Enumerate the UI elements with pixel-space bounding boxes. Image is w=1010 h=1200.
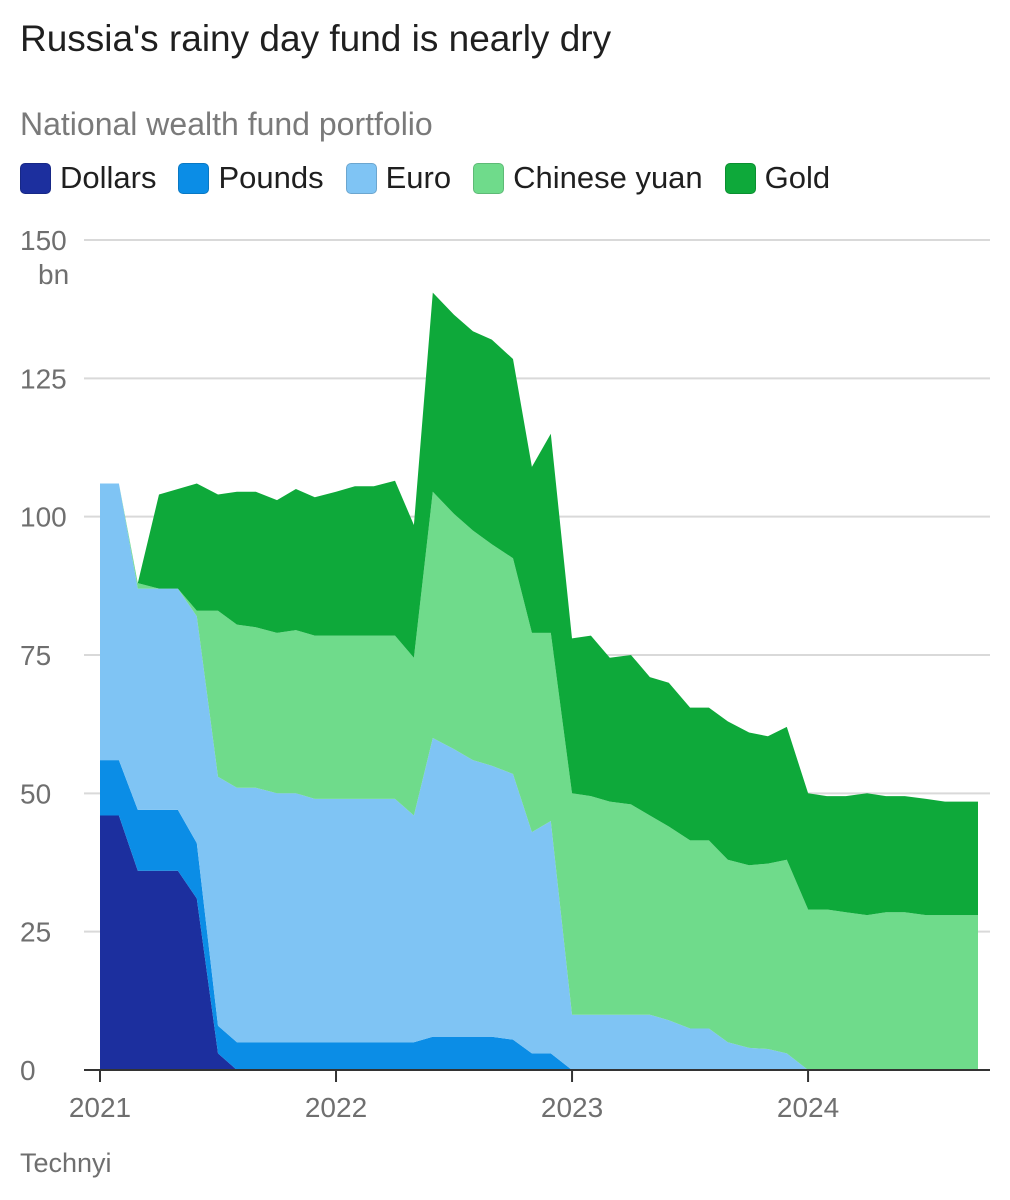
y-tick-label: 0 bbox=[20, 1055, 36, 1086]
legend: Dollars Pounds Euro Chinese yuan Gold bbox=[20, 160, 852, 196]
y-tick-label: 100 bbox=[20, 502, 67, 533]
area-series bbox=[100, 292, 978, 1070]
chart-title: Russia's rainy day fund is nearly dry bbox=[20, 18, 612, 59]
chart-subtitle: National wealth fund portfolio bbox=[20, 106, 433, 142]
legend-item-euro: Euro bbox=[345, 160, 452, 196]
legend-swatch-chinese-yuan bbox=[473, 162, 505, 194]
y-tick-label: 125 bbox=[20, 363, 67, 394]
legend-item-chinese-yuan: Chinese yuan bbox=[473, 160, 703, 196]
x-tick-label: 2024 bbox=[777, 1092, 839, 1123]
area-chinese-yuan bbox=[100, 483, 978, 1070]
legend-label-euro: Euro bbox=[385, 160, 452, 195]
area-euro bbox=[100, 483, 978, 1070]
legend-swatch-gold bbox=[724, 162, 756, 194]
legend-item-pounds: Pounds bbox=[178, 160, 324, 196]
y-tick-label: 50 bbox=[20, 778, 51, 809]
area-gold bbox=[100, 292, 978, 916]
legend-label-dollars: Dollars bbox=[60, 160, 157, 195]
x-tick-label: 2021 bbox=[69, 1092, 131, 1123]
y-tick-label: 75 bbox=[20, 640, 51, 671]
legend-label-gold: Gold bbox=[764, 160, 831, 195]
legend-item-gold: Gold bbox=[724, 160, 831, 196]
x-tick-label: 2022 bbox=[305, 1092, 367, 1123]
y-tick-label: 150 bbox=[20, 225, 67, 256]
y-tick-label: 25 bbox=[20, 917, 51, 948]
legend-swatch-dollars bbox=[20, 162, 51, 194]
legend-swatch-euro bbox=[345, 162, 377, 194]
y-unit-label: bn bbox=[38, 259, 69, 290]
legend-label-chinese-yuan: Chinese yuan bbox=[513, 160, 703, 195]
legend-item-dollars: Dollars bbox=[20, 160, 156, 196]
legend-label-pounds: Pounds bbox=[218, 160, 324, 195]
source-label: Technyi bbox=[20, 1148, 112, 1178]
x-tick-label: 2023 bbox=[541, 1092, 603, 1123]
area-dollars bbox=[100, 815, 978, 1070]
legend-swatch-pounds bbox=[178, 162, 210, 194]
